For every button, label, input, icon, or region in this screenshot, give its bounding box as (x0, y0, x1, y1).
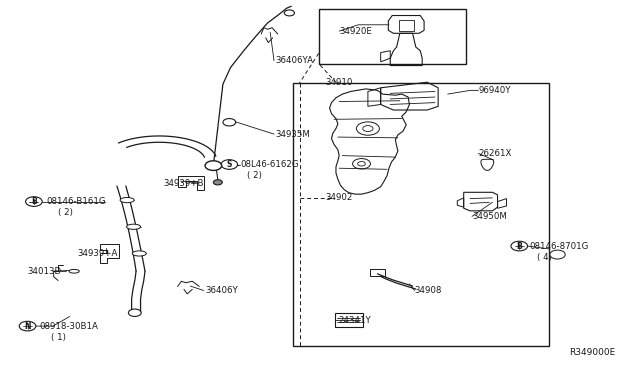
Circle shape (205, 161, 221, 170)
Circle shape (213, 180, 222, 185)
Text: 34902: 34902 (325, 193, 353, 202)
Text: 34939+B: 34939+B (164, 179, 204, 187)
Ellipse shape (132, 251, 147, 256)
Text: 26261X: 26261X (478, 149, 512, 158)
Text: 08146-B161G: 08146-B161G (47, 197, 106, 206)
Text: 08146-8701G: 08146-8701G (529, 241, 589, 250)
Text: 24341Y: 24341Y (338, 316, 371, 325)
Text: ( 2): ( 2) (246, 171, 261, 180)
Text: S: S (227, 160, 232, 169)
Ellipse shape (127, 224, 141, 230)
Text: 34908: 34908 (415, 286, 442, 295)
Circle shape (129, 309, 141, 317)
Text: B: B (31, 197, 36, 206)
Circle shape (284, 10, 294, 16)
Text: 34935M: 34935M (275, 129, 310, 139)
Text: 08918-30B1A: 08918-30B1A (39, 321, 98, 331)
Text: 96940Y: 96940Y (478, 86, 511, 95)
Bar (293, 83, 548, 346)
Bar (399, 20, 414, 31)
Text: ( 2): ( 2) (58, 208, 73, 217)
Bar (370, 269, 385, 276)
Text: 34920E: 34920E (339, 26, 372, 36)
Circle shape (223, 119, 236, 126)
Circle shape (550, 250, 565, 259)
Text: 34950M: 34950M (472, 212, 507, 221)
Ellipse shape (69, 269, 79, 273)
Text: R349000E: R349000E (569, 348, 615, 357)
Text: 34013D: 34013D (28, 267, 61, 276)
Text: ( 4): ( 4) (537, 253, 552, 262)
Text: N: N (24, 321, 31, 331)
Text: 08L46-6162G: 08L46-6162G (240, 160, 299, 169)
Text: 34939+A: 34939+A (77, 249, 118, 258)
Bar (335, 314, 363, 327)
Text: 36406Y: 36406Y (205, 286, 238, 295)
Text: 34910: 34910 (325, 78, 353, 87)
Ellipse shape (120, 198, 134, 203)
Text: ( 1): ( 1) (51, 333, 65, 342)
Text: B: B (516, 241, 522, 250)
Bar (319, 9, 466, 64)
Text: 36406YA: 36406YA (275, 56, 314, 65)
